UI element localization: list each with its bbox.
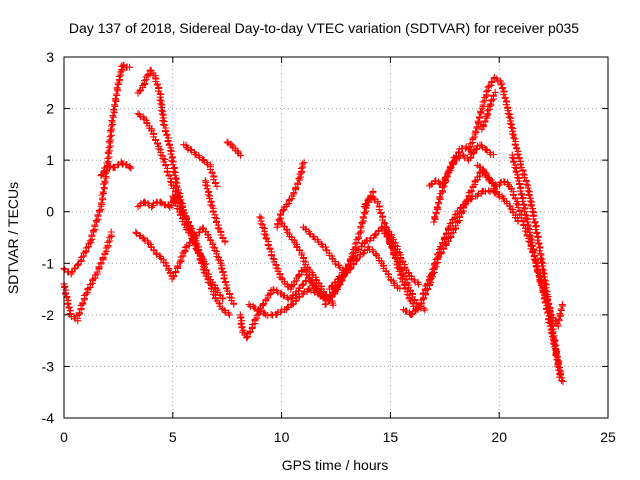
data-point-markers: [223, 138, 245, 159]
data-point-markers: [382, 223, 423, 288]
x-tick-label: 0: [60, 429, 68, 445]
y-tick-label: -2: [42, 307, 55, 323]
y-tick-label: -1: [42, 255, 55, 271]
data-point-markers: [419, 186, 522, 298]
data-series-track-15: [273, 159, 308, 231]
data-points: [60, 61, 567, 385]
data-series-track-21: [382, 223, 423, 288]
y-tick-label: 0: [46, 204, 54, 220]
x-tick-label: 10: [274, 429, 290, 445]
data-series-track-8: [169, 192, 210, 268]
data-series-track-14: [256, 213, 328, 298]
y-tick-label: 3: [46, 49, 54, 65]
data-point-markers: [132, 224, 238, 308]
tick-labels: 0 5 10 15 20 25 -4 -3 -2 -1 0 1 2 3: [42, 49, 616, 445]
x-tick-label: 15: [383, 429, 399, 445]
data-point-markers: [201, 177, 229, 246]
data-point-markers: [256, 213, 328, 298]
plot-frame: [63, 56, 609, 419]
x-tick-label: 20: [491, 429, 507, 445]
axis-ticks: [63, 56, 609, 419]
x-axis-title: GPS time / hours: [282, 457, 389, 473]
y-tick-label: 1: [46, 152, 54, 168]
data-point-markers: [97, 158, 135, 180]
data-point-markers: [426, 146, 480, 190]
data-series-track-3: [97, 158, 135, 180]
data-point-markers: [273, 159, 308, 231]
data-series-track-29: [478, 88, 499, 133]
data-point-markers: [508, 151, 567, 330]
data-series-track-6: [132, 224, 238, 308]
x-tick-label: 5: [169, 429, 177, 445]
data-series-track-23: [419, 186, 522, 298]
data-point-markers: [478, 88, 499, 133]
y-tick-label: -3: [42, 358, 55, 374]
y-axis-title: SDTVAR / TECUs: [5, 182, 21, 294]
data-series-track-9: [180, 141, 221, 190]
y-tick-label: 2: [46, 101, 54, 117]
data-point-markers: [180, 141, 221, 190]
y-tick-label: -4: [42, 410, 55, 426]
data-series-track-10: [201, 177, 229, 246]
data-series-track-28: [508, 151, 567, 330]
data-series-track-25: [426, 146, 480, 190]
chart-title: Day 137 of 2018, Sidereal Day-to-day VTE…: [69, 20, 579, 36]
data-point-markers: [169, 192, 210, 268]
x-tick-label: 25: [600, 429, 616, 445]
data-series-track-11: [223, 138, 245, 159]
